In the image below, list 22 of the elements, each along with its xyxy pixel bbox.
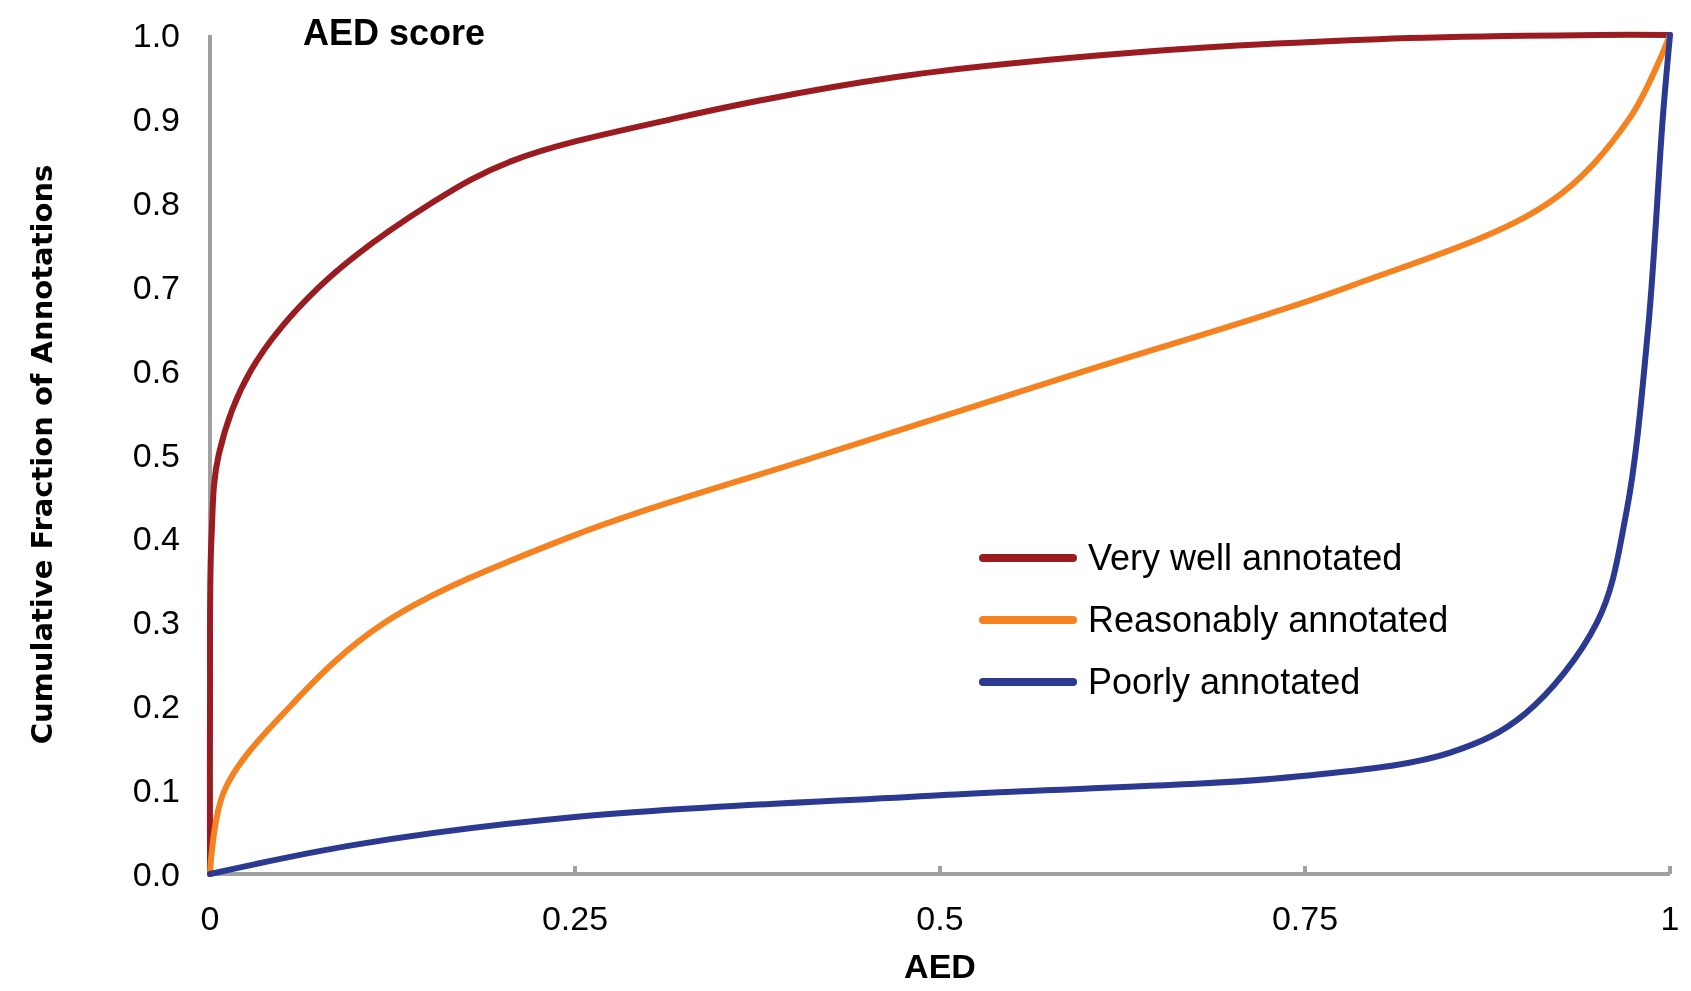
y-tick-label: 1.0 bbox=[132, 16, 180, 54]
y-tick-label: 0.1 bbox=[132, 771, 180, 810]
x-tick-label: 0.5 bbox=[916, 899, 964, 937]
x-tick-label: 0.75 bbox=[1271, 899, 1339, 937]
x-tick-label: 0.25 bbox=[541, 899, 609, 937]
x-axis-title: AED bbox=[904, 947, 976, 985]
x-tick-label: 0 bbox=[200, 899, 220, 937]
y-tick-label: 0.3 bbox=[132, 603, 180, 642]
legend-label: Very well annotated bbox=[1088, 537, 1403, 578]
y-tick-label: 0.4 bbox=[132, 519, 180, 558]
y-tick-label: 0.2 bbox=[132, 687, 180, 726]
y-tick-label: 0.9 bbox=[132, 99, 180, 138]
y-tick-label: 0.0 bbox=[132, 855, 180, 893]
y-axis-title: Cumulative Fraction of Annotations bbox=[25, 164, 59, 745]
x-tick-label: 1 bbox=[1660, 899, 1680, 937]
y-tick-label: 0.5 bbox=[132, 435, 180, 474]
y-tick-label: 0.6 bbox=[132, 351, 180, 390]
legend-label: Reasonably annotated bbox=[1088, 599, 1449, 640]
legend-label: Poorly annotated bbox=[1088, 661, 1361, 702]
y-tick-label: 0.7 bbox=[132, 267, 180, 306]
chart-title: AED score bbox=[303, 12, 486, 53]
y-tick-label: 0.8 bbox=[132, 183, 180, 222]
